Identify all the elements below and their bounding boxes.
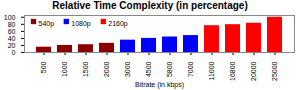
- svg-text:80: 80: [8, 21, 16, 28]
- svg-text:7000: 7000: [187, 61, 194, 77]
- svg-text:0: 0: [12, 49, 16, 56]
- svg-text:11000: 11000: [208, 61, 215, 80]
- svg-text:4500: 4500: [145, 61, 152, 77]
- svg-text:100: 100: [4, 14, 16, 21]
- svg-text:16800: 16800: [229, 61, 236, 81]
- svg-text:2160p: 2160p: [108, 20, 128, 28]
- svg-text:25000: 25000: [271, 61, 278, 81]
- svg-text:Bitrate (in kbps): Bitrate (in kbps): [135, 81, 184, 89]
- svg-text:1000: 1000: [61, 61, 68, 77]
- svg-text:3000: 3000: [124, 61, 131, 77]
- svg-text:500: 500: [40, 61, 47, 73]
- svg-text:5800: 5800: [166, 61, 173, 77]
- svg-text:2000: 2000: [103, 61, 110, 77]
- svg-text:540p: 540p: [39, 20, 55, 28]
- svg-text:40: 40: [8, 35, 16, 42]
- svg-text:20: 20: [8, 42, 16, 49]
- html-text:Relative Time Complexity (in p: Relative Time Complexity (in percentage): [52, 0, 248, 11]
- svg-text:60: 60: [8, 28, 16, 35]
- svg-text:1500: 1500: [82, 61, 89, 77]
- svg-text:1080p: 1080p: [71, 20, 91, 28]
- svg-text:20000: 20000: [250, 61, 257, 81]
